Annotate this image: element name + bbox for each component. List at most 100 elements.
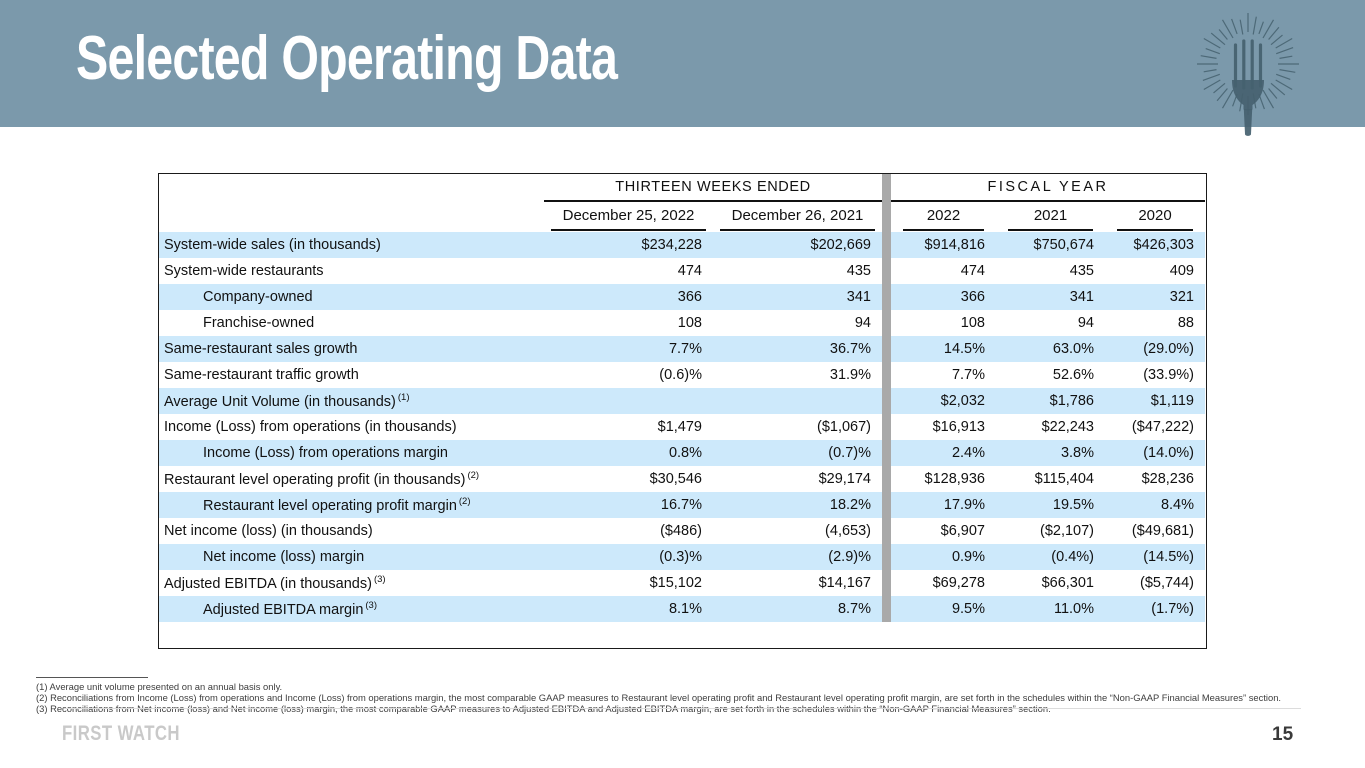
cell-fy-2021: 94	[1077, 315, 1094, 331]
table-row: Franchise-owned 108 94 108 94 88	[159, 310, 1205, 336]
row-label: Net income (loss) margin	[203, 549, 365, 565]
cell-fy-2022: $6,907	[940, 523, 985, 539]
footnote-ref: (1)	[397, 392, 410, 404]
cell-w13-2022: $1,479	[657, 419, 702, 435]
cell-fy-2022: 14.5%	[891, 336, 996, 362]
fork-sunburst-icon	[1197, 13, 1299, 136]
column-divider	[882, 201, 891, 232]
cell-w13-2021: 341	[713, 284, 882, 310]
column-divider	[882, 596, 891, 622]
column-header-2022: 2022	[891, 201, 996, 232]
cell-w13-2022: 16.7%	[544, 492, 713, 518]
column-divider	[882, 492, 891, 518]
cell-fy-2020: $28,236	[1141, 471, 1194, 487]
cell-fy-2020: (1.7%)	[1105, 596, 1205, 622]
operating-data-table: THIRTEEN WEEKS ENDED FISCAL YEAR Decembe…	[158, 173, 1207, 649]
cell-fy-2022: 108	[960, 315, 985, 331]
row-label: Net income (loss) (in thousands)	[164, 523, 373, 539]
cell-fy-2021: $22,243	[1041, 419, 1094, 435]
cell-w13-2021	[713, 388, 882, 414]
table-row: Same-restaurant sales growth 7.7% 36.7% …	[159, 336, 1205, 362]
cell-fy-2021: $66,301	[1041, 575, 1094, 591]
cell-w13-2022: $30,546	[649, 471, 702, 487]
cell-fy-2020: 321	[1105, 284, 1205, 310]
footnote-ref: (2)	[458, 496, 471, 508]
table-row: Average Unit Volume (in thousands) (1) $2…	[159, 388, 1205, 414]
cell-w13-2022: 0.8%	[544, 440, 713, 466]
group-header-row: THIRTEEN WEEKS ENDED FISCAL YEAR	[159, 174, 1205, 202]
cell-w13-2022: ($486)	[660, 523, 702, 539]
cell-fy-2022: $128,936	[924, 471, 985, 487]
cell-fy-2022: 474	[960, 263, 985, 279]
column-divider	[882, 362, 891, 388]
cell-w13-2022: (0.6)%	[659, 367, 702, 383]
column-divider	[882, 284, 891, 310]
row-label: Adjusted EBITDA (in thousands)	[164, 575, 372, 592]
column-divider	[882, 232, 891, 258]
cell-w13-2021: 94	[854, 315, 871, 331]
cell-fy-2021: ($2,107)	[1039, 523, 1094, 539]
column-divider	[882, 518, 891, 544]
cell-fy-2022: $2,032	[891, 388, 996, 414]
footnote-ref: (2)	[467, 470, 480, 482]
column-divider	[882, 440, 891, 466]
cell-fy-2021: 19.5%	[996, 492, 1105, 518]
table-row: Adjusted EBITDA margin (3) 8.1% 8.7% 9.5%…	[159, 596, 1205, 622]
row-label: System-wide restaurants	[164, 263, 324, 279]
cell-fy-2021: 3.8%	[996, 440, 1105, 466]
cell-fy-2022: $914,816	[891, 232, 996, 258]
cell-w13-2021: 31.9%	[829, 367, 871, 383]
cell-fy-2020: ($47,222)	[1131, 419, 1194, 435]
cell-fy-2020: (29.0%)	[1105, 336, 1205, 362]
cell-w13-2022: 7.7%	[544, 336, 713, 362]
cell-fy-2020: (14.0%)	[1105, 440, 1205, 466]
cell-fy-2021: 435	[1069, 263, 1094, 279]
cell-w13-2021: $14,167	[818, 575, 871, 591]
empty-corner	[159, 201, 544, 232]
cell-w13-2021: 18.2%	[713, 492, 882, 518]
table-row: Same-restaurant traffic growth (0.6)% 31…	[159, 362, 1205, 388]
cell-fy-2020: 88	[1177, 315, 1194, 331]
cell-w13-2021: 435	[846, 263, 871, 279]
table-row: Adjusted EBITDA (in thousands) (3) $15,10…	[159, 570, 1205, 596]
row-label: Income (Loss) from operations (in thousa…	[164, 419, 457, 435]
column-divider	[882, 336, 891, 362]
cell-w13-2022: 8.1%	[544, 596, 713, 622]
column-divider	[882, 310, 891, 336]
row-label: Income (Loss) from operations margin	[203, 445, 448, 461]
cell-fy-2022: 2.4%	[891, 440, 996, 466]
cell-w13-2021: (2.9)%	[713, 544, 882, 570]
row-label: Adjusted EBITDA margin	[203, 601, 364, 618]
cell-w13-2022	[544, 388, 713, 414]
table-row: Net income (loss) (in thousands) ($486) …	[159, 518, 1205, 544]
cell-fy-2022: $16,913	[932, 419, 985, 435]
cell-fy-2021: $1,786	[996, 388, 1105, 414]
cell-fy-2020: 409	[1169, 263, 1194, 279]
cell-fy-2021: 341	[996, 284, 1105, 310]
cell-fy-2022: 9.5%	[891, 596, 996, 622]
table-row: Net income (loss) margin (0.3)% (2.9)% 0…	[159, 544, 1205, 570]
header-band	[0, 0, 1365, 127]
cell-fy-2020: $1,119	[1105, 388, 1205, 414]
cell-w13-2021: (0.7)%	[713, 440, 882, 466]
row-label: Average Unit Volume (in thousands)	[164, 393, 396, 410]
column-divider	[882, 258, 891, 284]
footnote-1: (1) Average unit volume presented on an …	[36, 681, 283, 692]
table-row: System-wide restaurants 474 435 474 435 …	[159, 258, 1205, 284]
table-filler-row	[159, 622, 1205, 648]
table-row: Restaurant level operating profit margin…	[159, 492, 1205, 518]
cell-w13-2022: $234,228	[544, 232, 713, 258]
row-label: System-wide sales (in thousands)	[164, 237, 381, 253]
cell-w13-2022: $15,102	[649, 575, 702, 591]
table-row: Company-owned 366 341 366 341 321	[159, 284, 1205, 310]
cell-fy-2021: $115,404	[1034, 471, 1094, 487]
footer-divider	[64, 708, 1301, 709]
row-label: Company-owned	[203, 289, 313, 305]
cell-w13-2022: (0.3)%	[544, 544, 713, 570]
cell-fy-2022: 0.9%	[891, 544, 996, 570]
cell-w13-2022: 366	[544, 284, 713, 310]
column-divider	[882, 388, 891, 414]
cell-w13-2021: ($1,067)	[816, 419, 871, 435]
cell-fy-2022: 7.7%	[951, 367, 985, 383]
